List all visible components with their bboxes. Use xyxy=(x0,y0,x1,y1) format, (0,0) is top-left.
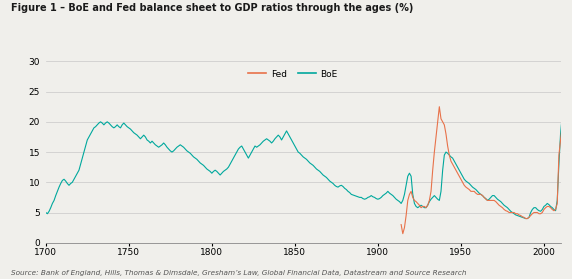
Legend: Fed, BoE: Fed, BoE xyxy=(245,66,341,82)
Text: Source: Bank of England, Hills, Thomas & Dimsdale, Gresham’s Law, Global Financi: Source: Bank of England, Hills, Thomas &… xyxy=(11,270,467,276)
Text: Figure 1 – BoE and Fed balance sheet to GDP ratios through the ages (%): Figure 1 – BoE and Fed balance sheet to … xyxy=(11,3,414,13)
